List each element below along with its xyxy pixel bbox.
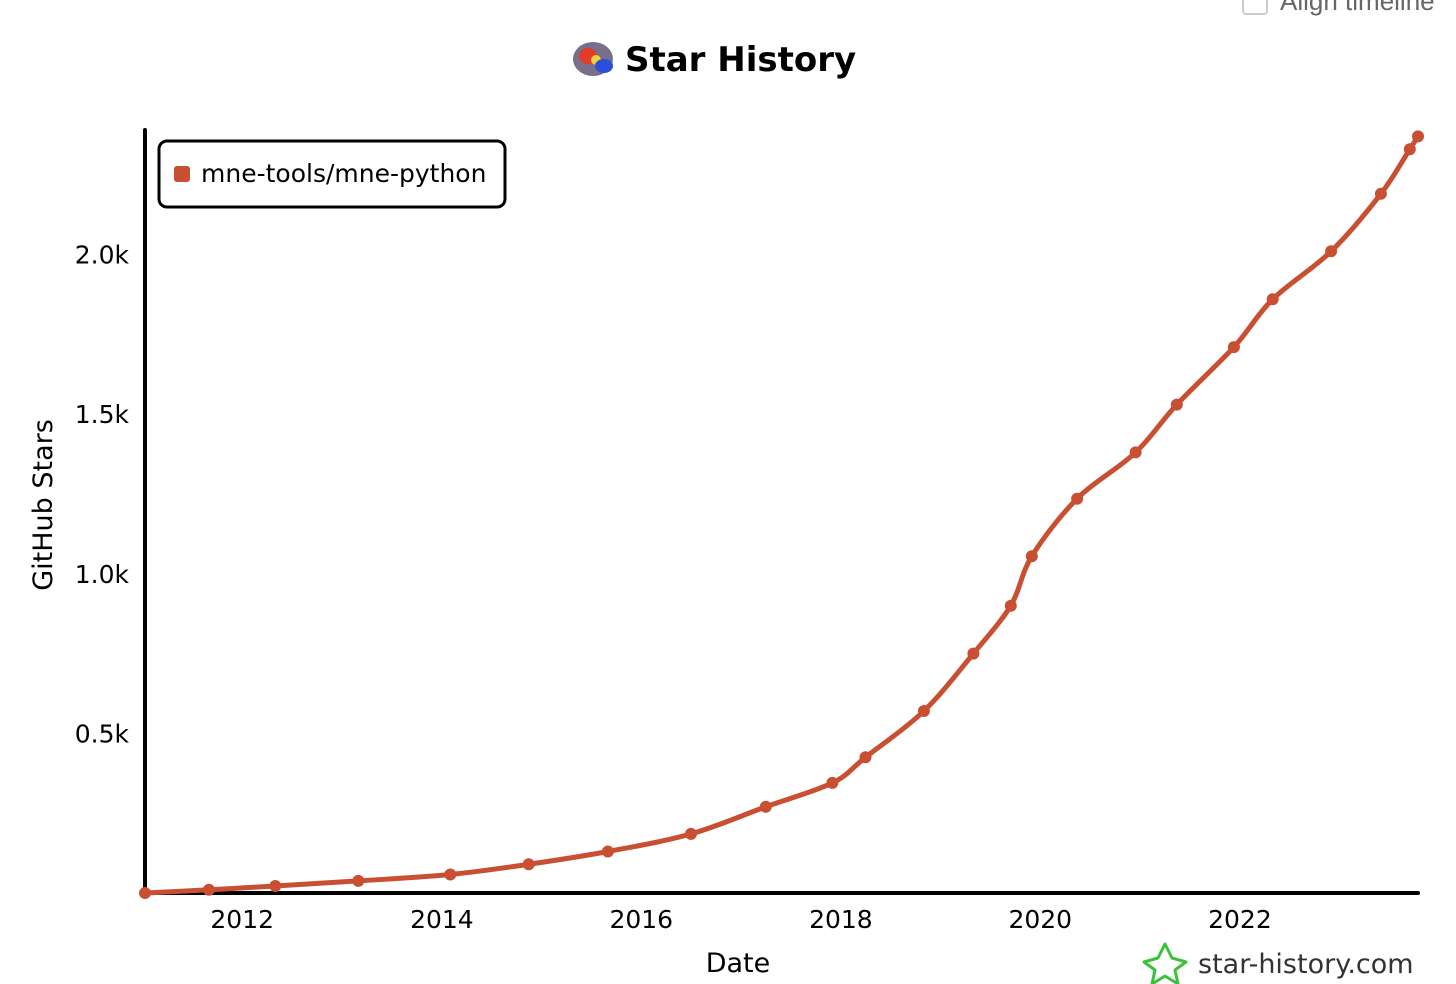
data-point[interactable]: [444, 868, 457, 881]
data-point[interactable]: [1129, 446, 1142, 459]
x-axis-title: Date: [706, 948, 771, 979]
data-point[interactable]: [1403, 143, 1416, 156]
data-point[interactable]: [917, 705, 930, 717]
y-tick-label: 2.0k: [75, 241, 130, 270]
y-tick-label: 0.5k: [75, 719, 130, 748]
x-tick-label: 2016: [609, 905, 673, 934]
data-point[interactable]: [139, 887, 151, 899]
watermark[interactable]: star-history.com: [1142, 942, 1414, 984]
data-point[interactable]: [601, 845, 614, 858]
data-point[interactable]: [826, 776, 839, 789]
data-point[interactable]: [859, 751, 872, 764]
x-tick-label: 2014: [410, 905, 474, 934]
watermark-text: star-history.com: [1198, 949, 1414, 980]
legend-swatch: [174, 166, 190, 182]
x-tick-label: 2012: [210, 905, 274, 934]
repo-avatar-icon: [573, 42, 613, 76]
y-axis-ticks: 0.5k 1.0k 1.5k 2.0k: [75, 241, 130, 749]
data-point[interactable]: [759, 800, 772, 813]
data-point[interactable]: [1004, 599, 1017, 612]
y-tick-label: 1.0k: [75, 560, 130, 589]
data-point[interactable]: [1071, 492, 1084, 505]
x-tick-label: 2018: [809, 905, 873, 934]
series-line: [142, 133, 1421, 896]
x-tick-label: 2020: [1008, 905, 1072, 934]
align-timeline-label: Align timeline: [1280, 0, 1435, 16]
series-layer: [139, 130, 1424, 899]
x-axis-ticks: 2012 2014 2016 2018 2020 2022: [210, 905, 1271, 934]
align-timeline-control[interactable]: Align timeline: [1242, 0, 1435, 17]
data-point[interactable]: [522, 858, 535, 871]
chart-title: Star History: [573, 40, 856, 80]
data-point[interactable]: [967, 647, 980, 660]
chart-title-text: Star History: [625, 40, 856, 80]
data-point[interactable]: [1374, 187, 1387, 200]
data-point[interactable]: [685, 827, 697, 840]
y-axis-title: GitHub Stars: [28, 419, 59, 591]
star-outline-icon: [1142, 942, 1188, 984]
y-tick-label: 1.5k: [75, 400, 130, 429]
data-point[interactable]: [1025, 550, 1038, 563]
data-point[interactable]: [352, 874, 365, 887]
data-point[interactable]: [1266, 293, 1279, 306]
legend: mne-tools/mne-python: [157, 139, 507, 209]
data-point[interactable]: [202, 883, 215, 896]
data-point[interactable]: [1325, 245, 1338, 258]
data-point[interactable]: [269, 880, 282, 892]
data-point[interactable]: [1412, 130, 1424, 143]
legend-label: mne-tools/mne-python: [201, 159, 486, 188]
data-point[interactable]: [1170, 398, 1183, 411]
x-tick-label: 2022: [1208, 905, 1272, 934]
align-timeline-checkbox[interactable]: [1242, 0, 1268, 15]
data-point[interactable]: [1227, 341, 1240, 354]
legend-box: [157, 139, 507, 209]
